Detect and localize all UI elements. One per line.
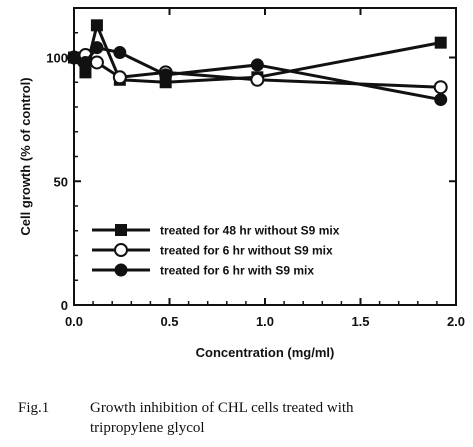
x-tick-label: 0.0 [65,314,83,329]
plot-border [73,7,457,306]
legend: treated for 48 hr without S9 mix treated … [92,224,340,278]
y-tick-label: 100 [46,51,68,66]
data-point [113,46,127,60]
data-point [434,93,448,107]
data-point [89,55,104,70]
x-tick-label: 1.0 [256,314,274,329]
caption-line-1: Fig.1 Growth inhibition of CHL cells trea… [18,398,458,418]
legend-entry: treated for 6 hr with S9 mix [92,263,314,278]
data-point [159,68,173,82]
x-tick-label: 0.5 [160,314,178,329]
data-point [67,51,81,64]
x-tick-label: 2.0 [447,314,465,329]
caption-text-1: Growth inhibition of CHL cells treated w… [90,400,354,416]
figure-number: Fig.1 [18,400,50,416]
legend-entry: treated for 48 hr without S9 mix [92,224,340,238]
x-axis: 0.0 0.5 1.0 1.5 2.0 [65,8,465,329]
data-point [433,80,448,95]
data-point [434,36,447,49]
y-tick-label: 0 [61,298,68,313]
caption-line-2: tripropylene glycol [90,420,205,436]
legend-label: treated for 6 hr without S9 mix [160,244,333,258]
legend-label: treated for 6 hr with S9 mix [160,264,314,278]
data-point [112,70,127,85]
chart: 0 50 100 0.0 0.5 1.0 1.5 2.0 treated for 48 hr… [18,7,465,360]
data-point [78,55,92,69]
legend-marker [114,263,128,277]
legend-marker [114,243,128,257]
x-tick-label: 1.5 [351,314,369,329]
x-axis-title: Concentration (mg/ml) [196,345,335,360]
plot-frame [73,7,457,306]
data-point [250,72,265,87]
y-tick-label: 50 [54,174,68,189]
figure-caption: Fig.1 Growth inhibition of CHL cells trea… [18,398,458,438]
legend-entry: treated for 6 hr without S9 mix [92,243,333,258]
legend-label: treated for 48 hr without S9 mix [160,224,340,238]
y-axis-title: Cell growth (% of control) [18,77,33,235]
series-treated-for-6-hr-with-s9-mix [67,41,448,107]
y-axis: 0 50 100 [46,32,456,313]
data-point [250,58,264,72]
series-layer [67,19,448,107]
legend-marker [115,224,127,236]
data-point [90,41,104,55]
data-point [90,19,103,32]
